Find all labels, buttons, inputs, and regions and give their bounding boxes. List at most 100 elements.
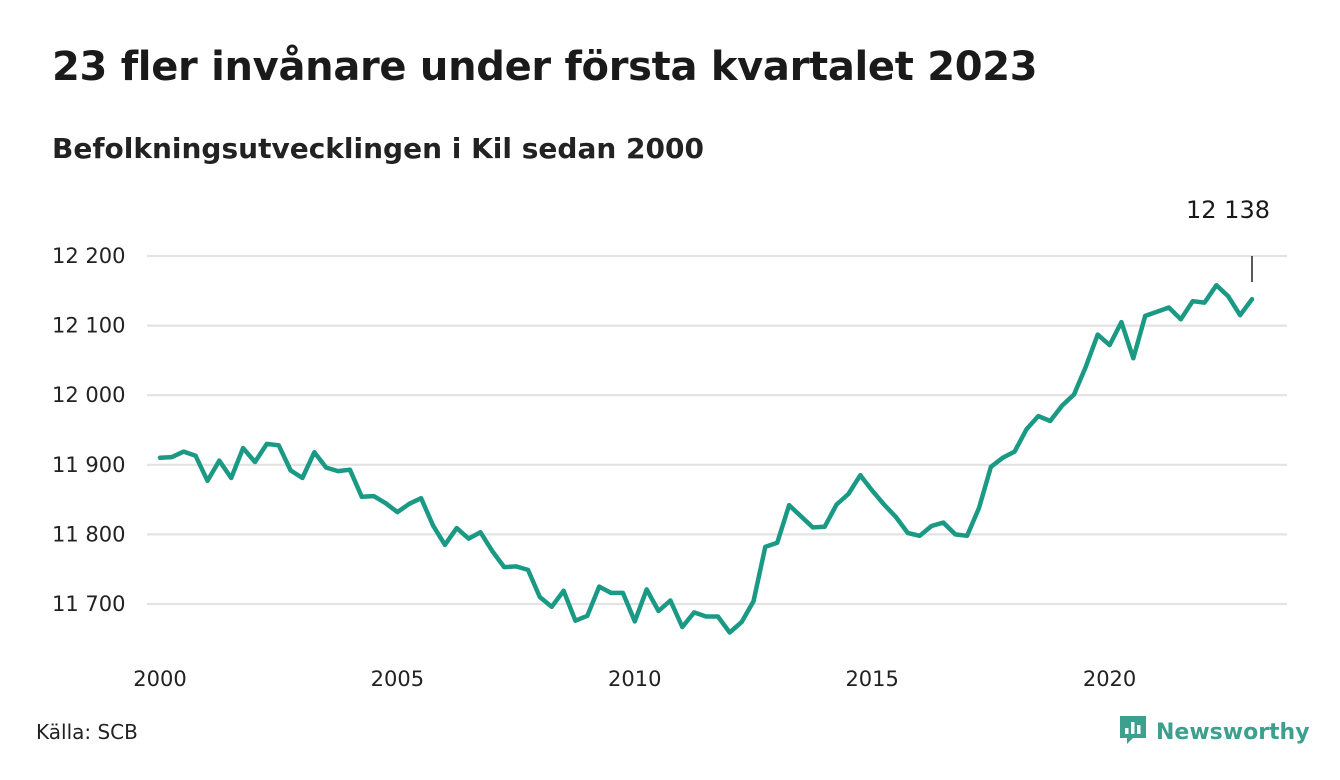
data-point [1095, 332, 1100, 337]
series-line [157, 282, 1255, 635]
data-point [454, 526, 459, 531]
x-tick-label: 2015 [845, 667, 898, 691]
x-tick-label: 2020 [1083, 667, 1136, 691]
source-note: Källa: SCB [36, 720, 138, 744]
data-point [739, 620, 744, 625]
data-point [1036, 414, 1041, 419]
data-point [965, 533, 970, 538]
x-tick-label: 2005 [371, 667, 424, 691]
data-point [241, 446, 246, 451]
data-point [1226, 294, 1231, 299]
data-point [763, 544, 768, 549]
brand-name: Newsworthy [1156, 720, 1310, 745]
data-point [490, 549, 495, 554]
data-point [656, 608, 661, 613]
annotation: 12 138 [1186, 196, 1270, 282]
data-point [597, 584, 602, 589]
data-point [822, 524, 827, 529]
data-point [1166, 305, 1171, 310]
data-point [1048, 418, 1053, 423]
data-point [431, 523, 435, 528]
data-point [573, 618, 578, 623]
data-point [193, 453, 198, 458]
data-point [442, 542, 447, 547]
data-point [715, 614, 720, 619]
data-point [169, 455, 174, 460]
data-point [905, 531, 910, 536]
data-point [514, 564, 519, 569]
data-point [1083, 364, 1088, 369]
chart-title: 23 fler invånare under första kvartalet … [52, 44, 1038, 90]
data-point [300, 476, 305, 481]
data-point [882, 502, 887, 507]
data-point [252, 460, 257, 465]
data-point [988, 464, 993, 469]
data-point [644, 587, 649, 592]
data-point [276, 443, 281, 448]
data-point [870, 488, 875, 493]
data-point [704, 614, 708, 619]
data-point [395, 510, 400, 515]
data-point [727, 630, 732, 635]
data-point [680, 624, 685, 629]
y-tick-label: 12 000 [52, 383, 125, 407]
data-point [419, 496, 424, 501]
data-point [668, 598, 673, 603]
grid-lines [147, 254, 1287, 606]
brand: Newsworthy [1118, 714, 1310, 751]
x-tick-label: 2000 [133, 667, 186, 691]
data-point [1107, 343, 1112, 348]
annotation-label: 12 138 [1186, 196, 1270, 224]
data-point [324, 465, 329, 470]
data-point [347, 467, 352, 472]
data-point [537, 595, 542, 600]
chart-subtitle: Befolkningsutvecklingen i Kil sedan 2000 [52, 132, 704, 165]
data-point [1012, 449, 1017, 454]
data-point [1119, 320, 1124, 325]
data-point [692, 610, 697, 615]
data-point [1238, 313, 1243, 318]
y-tick-label: 11 900 [52, 453, 125, 477]
data-point [941, 520, 946, 525]
data-point [751, 599, 756, 604]
data-point [1155, 309, 1160, 314]
data-point [1214, 283, 1219, 288]
data-point [893, 515, 898, 519]
data-point [1131, 356, 1136, 361]
data-point [929, 524, 934, 529]
y-tick-label: 12 100 [52, 314, 125, 338]
data-point [620, 590, 625, 595]
newsworthy-logo-icon [1118, 714, 1148, 751]
data-point [1178, 317, 1183, 322]
data-point [977, 505, 981, 510]
data-point [953, 532, 958, 537]
data-point [917, 533, 922, 538]
data-point [810, 525, 815, 530]
data-point [1024, 427, 1029, 432]
y-tick-label: 11 800 [52, 522, 125, 546]
axis-labels: 11 700 11 800 11 900 12 000 12 100 12 200 2000… [52, 244, 1136, 691]
data-point [1060, 403, 1065, 408]
data-point [1071, 392, 1076, 397]
data-point [561, 588, 566, 593]
data-point [1143, 313, 1148, 318]
data-point [371, 494, 376, 499]
data-point [846, 492, 851, 497]
data-point [1202, 300, 1207, 305]
data-point [359, 494, 364, 499]
data-point [478, 530, 483, 535]
data-point [525, 567, 530, 572]
data-point [407, 501, 412, 506]
data-point [858, 473, 863, 478]
data-point [1190, 299, 1195, 304]
data-point [336, 469, 341, 474]
series-layer [157, 282, 1255, 635]
data-point [502, 565, 507, 570]
data-point [158, 455, 162, 460]
data-point [205, 478, 210, 483]
data-point [549, 604, 554, 609]
data-point [229, 476, 234, 481]
data-point [787, 503, 792, 508]
data-point [1000, 455, 1005, 460]
data-point [632, 619, 637, 624]
